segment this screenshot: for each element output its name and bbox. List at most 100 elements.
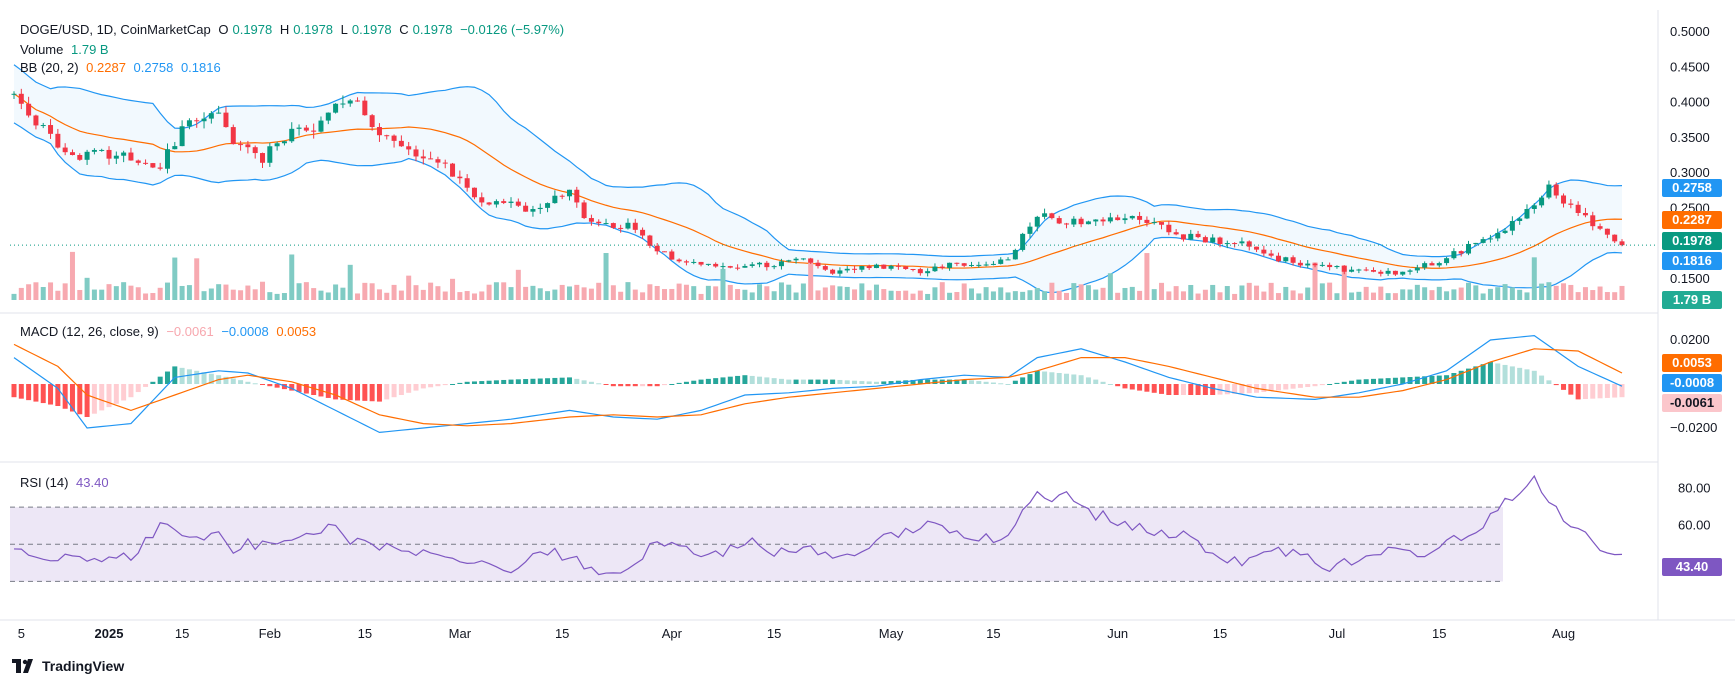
- candle-body: [289, 128, 295, 142]
- volume-bar: [778, 282, 784, 300]
- macd-histogram-bar: [1173, 384, 1179, 395]
- candle-body: [11, 93, 17, 95]
- candle-body: [1085, 221, 1091, 225]
- candle-body: [1356, 269, 1362, 271]
- candle-body: [340, 103, 346, 105]
- candle-body: [1283, 257, 1289, 262]
- candle-body: [1254, 246, 1260, 250]
- candle-body: [1034, 216, 1040, 227]
- candle-body: [888, 265, 894, 269]
- volume-bar: [1034, 287, 1040, 300]
- volume-bar: [223, 284, 229, 300]
- candle-body: [1444, 258, 1450, 264]
- macd-histogram-bar: [676, 382, 682, 384]
- candle-body: [1312, 263, 1318, 266]
- volume-bar: [537, 288, 543, 300]
- time-tick-label: Jun: [1107, 626, 1128, 641]
- candle-body: [691, 261, 697, 263]
- volume-bar: [1239, 285, 1245, 300]
- macd-histogram-bar: [398, 384, 404, 395]
- macd-histogram-bar: [406, 384, 412, 393]
- macd-histogram-bar: [493, 380, 499, 384]
- volume-bar: [691, 286, 697, 300]
- candle-body: [260, 153, 266, 163]
- candle-body: [618, 227, 624, 229]
- macd-histogram-bar: [77, 384, 83, 415]
- volume-bar: [720, 268, 726, 300]
- macd-histogram-bar: [1414, 376, 1420, 384]
- volume-bar: [457, 292, 463, 300]
- macd-histogram-bar: [515, 379, 521, 384]
- macd-histogram-bar: [1480, 364, 1486, 384]
- macd-histogram-bar: [830, 379, 836, 384]
- macd-histogram-bar: [1166, 384, 1172, 395]
- volume-bar: [252, 289, 258, 300]
- candle-body: [1436, 263, 1442, 266]
- candle-body: [566, 189, 572, 197]
- volume-bar: [888, 290, 894, 300]
- macd-histogram-bar: [362, 384, 368, 401]
- candle-body: [1246, 241, 1252, 247]
- volume-bar: [1568, 284, 1574, 300]
- macd-histogram-bar: [1056, 373, 1062, 384]
- candle-body: [588, 218, 594, 222]
- macd-histogram-bar: [757, 376, 763, 384]
- rsi-line: [13, 474, 1623, 576]
- candle-body: [1466, 243, 1472, 254]
- change-value: −0.0126 (−5.97%): [460, 22, 565, 37]
- volume-bar: [479, 291, 485, 300]
- volume-bar: [303, 282, 309, 300]
- macd-histogram-bar: [640, 384, 646, 387]
- macd-histogram-bar: [647, 384, 653, 387]
- macd-histogram-bar: [1546, 380, 1552, 384]
- macd-histogram-bar: [881, 381, 887, 384]
- volume-bar: [1100, 287, 1106, 300]
- candle-body: [786, 260, 792, 262]
- volume-bar: [852, 289, 858, 300]
- volume-bar: [69, 251, 75, 300]
- macd-histogram-bar: [1005, 384, 1011, 385]
- volume-bar: [1400, 289, 1406, 300]
- macd-histogram-bar: [420, 384, 426, 389]
- volume-bar: [662, 289, 668, 300]
- candle-body: [398, 140, 404, 147]
- candle-body: [866, 266, 872, 269]
- volume-bar: [866, 290, 872, 300]
- volume-bar: [355, 293, 361, 300]
- volume-bar: [1195, 293, 1201, 300]
- open-label: O: [218, 22, 229, 37]
- time-tick-label: 15: [358, 626, 372, 641]
- macd-histogram-bar: [1502, 364, 1508, 384]
- volume-bar: [128, 285, 134, 300]
- volume-bar: [530, 285, 536, 300]
- volume-bar: [91, 289, 97, 300]
- time-tick-label: 15: [767, 626, 781, 641]
- macd-histogram-bar: [1509, 366, 1515, 384]
- volume-bar: [713, 286, 719, 300]
- bb-lower-badge: 0.1816: [1662, 252, 1722, 270]
- candle-body: [1575, 204, 1581, 213]
- volume-bar: [172, 257, 178, 300]
- candle-body: [179, 126, 185, 147]
- candle-body: [1217, 237, 1223, 244]
- macd-histogram-bar: [1312, 384, 1318, 387]
- macd-histogram-bar: [910, 379, 916, 384]
- volume-bar: [1159, 282, 1165, 300]
- macd-histogram-bar: [33, 384, 39, 402]
- rsi-value: 43.40: [76, 475, 109, 490]
- candle-body: [1100, 219, 1106, 222]
- volume-bar: [1071, 283, 1077, 300]
- volume-bar: [566, 286, 572, 300]
- macd-histogram-bar: [1151, 384, 1157, 393]
- volume-bar: [435, 286, 441, 300]
- tradingview-logo[interactable]: TradingView: [12, 658, 124, 674]
- candle-body: [968, 265, 974, 267]
- macd-histogram-bar: [486, 380, 492, 384]
- candle-body: [1173, 232, 1179, 235]
- volume-bar: [939, 282, 945, 300]
- candle-body: [742, 265, 748, 268]
- macd-histogram-bar: [450, 384, 456, 385]
- macd-histogram-bar: [194, 370, 200, 384]
- volume-bar: [1370, 292, 1376, 300]
- candle-body: [625, 222, 631, 229]
